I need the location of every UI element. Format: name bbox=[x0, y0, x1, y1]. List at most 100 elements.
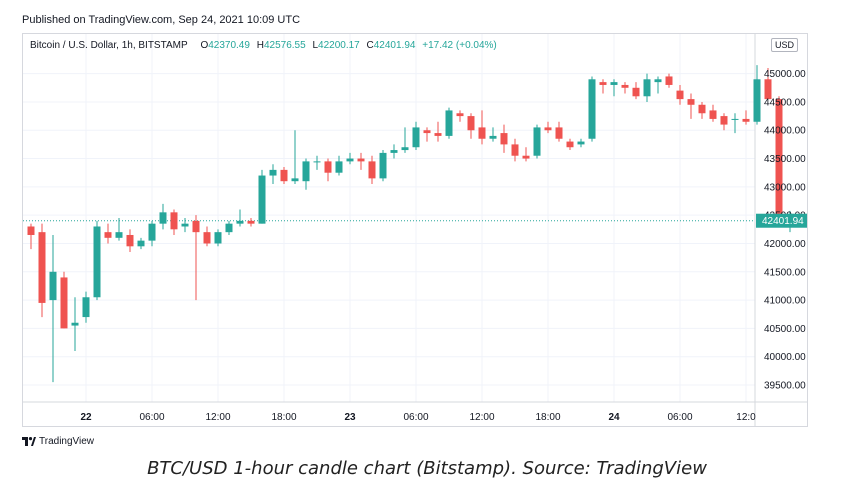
price-tick-label: 40000.00 bbox=[764, 352, 806, 363]
candle bbox=[577, 138, 585, 148]
candle bbox=[522, 147, 530, 162]
candle bbox=[181, 218, 189, 233]
candle-body bbox=[214, 232, 222, 244]
candle bbox=[753, 65, 761, 125]
candle bbox=[489, 127, 497, 142]
candle bbox=[346, 152, 354, 165]
candle-body bbox=[104, 232, 112, 238]
high-value: 42576.55 bbox=[263, 40, 306, 51]
price-tick-label: 44500.00 bbox=[764, 97, 806, 108]
candle-body bbox=[115, 232, 123, 238]
time-axis: 22 06:00 12:00 18:00 23 06:00 12:00 18:00 24 06:0… bbox=[80, 412, 756, 423]
time-tick-label: 22 bbox=[80, 412, 92, 423]
tradingview-brand: TradingView bbox=[39, 436, 95, 447]
candle-body bbox=[731, 118, 739, 120]
candle-body bbox=[192, 220, 200, 233]
candle-body bbox=[775, 99, 783, 223]
candle-body bbox=[137, 240, 145, 247]
candle bbox=[104, 223, 112, 244]
candle bbox=[269, 164, 277, 185]
candle-body bbox=[390, 150, 398, 153]
candle-body bbox=[555, 127, 563, 139]
candle-body bbox=[456, 113, 464, 117]
candle-body bbox=[599, 82, 607, 85]
candle-body bbox=[467, 116, 475, 131]
candle bbox=[368, 155, 376, 185]
candle bbox=[610, 79, 618, 97]
candle-body bbox=[753, 79, 761, 122]
candle bbox=[456, 110, 464, 122]
candle bbox=[324, 158, 332, 182]
time-tick-label: 12:00 bbox=[469, 412, 494, 423]
candle bbox=[511, 138, 519, 162]
close-value: 42401.94 bbox=[373, 40, 416, 51]
candle bbox=[621, 82, 629, 94]
candle bbox=[654, 76, 662, 94]
candle bbox=[225, 220, 233, 235]
candle bbox=[49, 234, 57, 383]
candle bbox=[412, 121, 420, 151]
candle-body bbox=[676, 90, 684, 100]
last-price-tag-label: 42401.94 bbox=[762, 216, 804, 227]
candle bbox=[159, 203, 167, 230]
candle-body bbox=[313, 161, 321, 163]
candle bbox=[170, 209, 178, 235]
candle-body bbox=[610, 82, 618, 85]
candle bbox=[236, 209, 244, 227]
candle bbox=[742, 110, 750, 125]
candle-body bbox=[82, 297, 90, 318]
candlestick-chart[interactable]: 45000.00 44500.00 44000.00 43500.00 43000.00… bbox=[23, 34, 808, 427]
time-tick-label: 18:00 bbox=[271, 412, 296, 423]
candle-body bbox=[225, 223, 233, 233]
price-tick-label: 41500.00 bbox=[764, 267, 806, 278]
candle-body bbox=[577, 141, 585, 145]
candle bbox=[478, 110, 486, 145]
candle-body bbox=[38, 232, 46, 303]
figure-caption: BTC/USD 1-hour candle chart (Bitstamp). … bbox=[147, 458, 707, 479]
candle-body bbox=[665, 76, 673, 85]
candle bbox=[467, 113, 475, 139]
candle bbox=[192, 215, 200, 301]
candle bbox=[258, 169, 266, 224]
candle-body bbox=[368, 161, 376, 179]
price-axis: 45000.00 44500.00 44000.00 43500.00 43000.00… bbox=[756, 69, 807, 392]
currency-badge[interactable]: USD bbox=[771, 38, 799, 52]
candle bbox=[401, 127, 409, 153]
candle-body bbox=[709, 110, 717, 119]
time-tick-label: 18:00 bbox=[535, 412, 560, 423]
price-tick-label: 43000.00 bbox=[764, 182, 806, 193]
time-tick-label: 12:00 bbox=[205, 412, 230, 423]
candle-body bbox=[764, 79, 772, 100]
candle-body bbox=[170, 212, 178, 230]
candle bbox=[27, 223, 35, 250]
candle bbox=[302, 158, 310, 190]
published-label: Published on TradingView.com, Sep 24, 20… bbox=[22, 14, 301, 26]
chart-frame[interactable]: 45000.00 44500.00 44000.00 43500.00 43000.00… bbox=[22, 33, 808, 427]
candle-body bbox=[654, 79, 662, 83]
close-label: C bbox=[366, 40, 374, 51]
high-label: H bbox=[256, 40, 264, 51]
candle bbox=[731, 113, 739, 134]
candle-body bbox=[335, 161, 343, 173]
candle-body bbox=[247, 220, 255, 224]
grid-lines bbox=[23, 34, 807, 426]
candle-body bbox=[632, 87, 640, 97]
candle bbox=[357, 152, 365, 170]
candle bbox=[643, 73, 651, 102]
open-label: O bbox=[200, 40, 209, 51]
candle-body bbox=[522, 155, 530, 159]
candle bbox=[665, 73, 673, 88]
ohlc-legend: Bitcoin / U.S. Dollar, 1h, BITSTAMP O423… bbox=[30, 40, 501, 51]
candle bbox=[38, 223, 46, 318]
candle bbox=[445, 107, 453, 139]
candle-body bbox=[236, 220, 244, 224]
candle-body bbox=[621, 84, 629, 88]
candle bbox=[203, 226, 211, 247]
tradingview-logo[interactable]: TradingView bbox=[22, 436, 94, 447]
candle-body bbox=[27, 226, 35, 235]
price-tick-label: 41000.00 bbox=[764, 296, 806, 307]
candle bbox=[247, 218, 255, 227]
candle-body bbox=[379, 152, 387, 179]
change-value: +17.42 (+0.04%) bbox=[422, 40, 497, 51]
candle-body bbox=[71, 322, 79, 326]
